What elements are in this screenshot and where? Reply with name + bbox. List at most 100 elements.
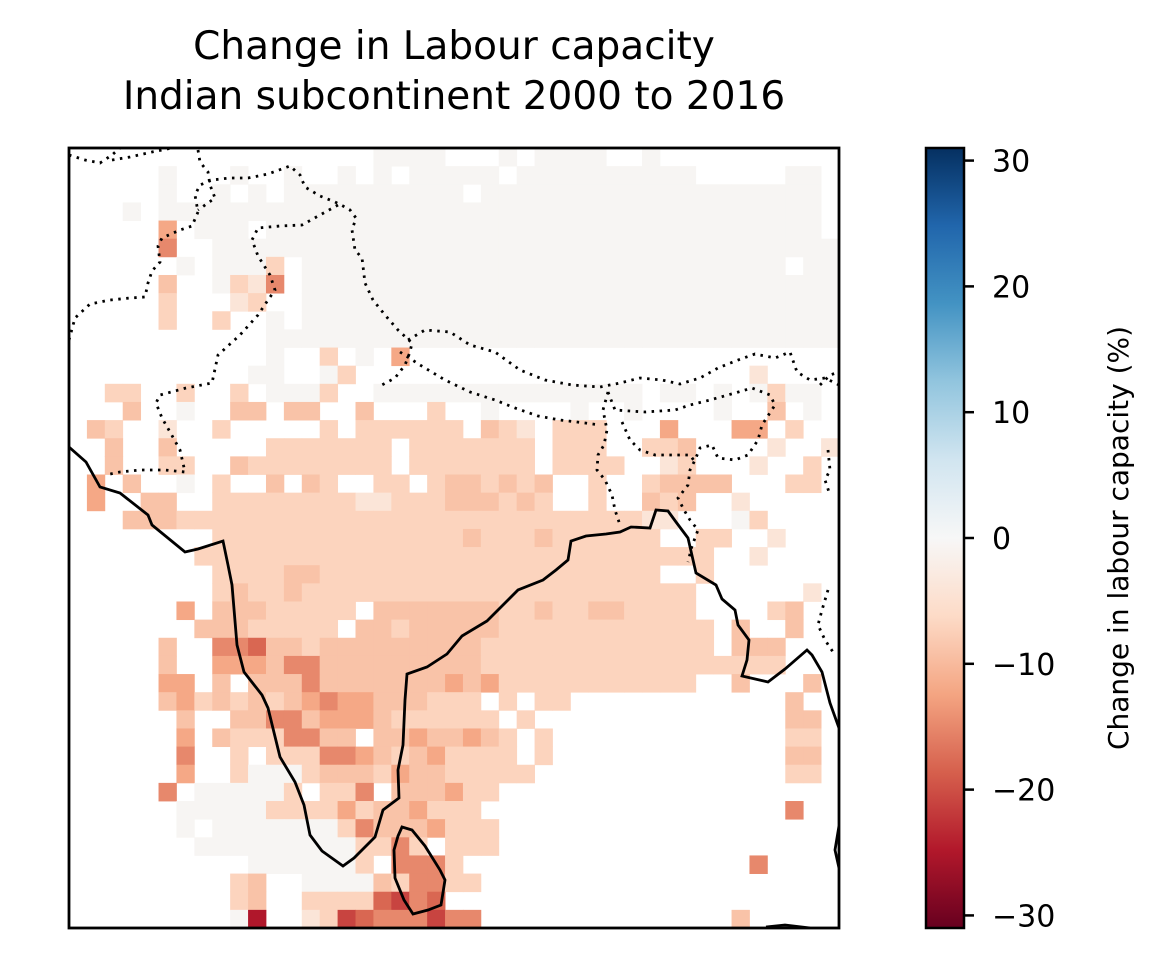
- heatmap-cell: [248, 655, 267, 675]
- heatmap-cell: [659, 601, 679, 621]
- heatmap-cell: [409, 420, 428, 439]
- heatmap-cell: [373, 764, 392, 784]
- heatmap-cell: [677, 474, 697, 494]
- heatmap-cell: [480, 619, 500, 639]
- heatmap-cell: [409, 293, 428, 312]
- border-bhutan-bangladesh: [595, 386, 777, 563]
- heatmap-cell: [319, 819, 339, 838]
- heatmap-cell: [713, 311, 732, 330]
- heatmap-cell: [230, 238, 249, 258]
- heatmap-cell: [498, 438, 518, 457]
- heatmap-cell: [803, 274, 822, 294]
- heatmap-cell: [624, 528, 643, 548]
- heatmap-cell: [642, 256, 661, 276]
- heatmap-cell: [642, 293, 661, 312]
- heatmap-cell: [480, 456, 500, 475]
- heatmap-cell: [552, 637, 571, 657]
- heatmap-cell: [409, 601, 428, 621]
- heatmap-cell: [176, 801, 195, 820]
- heatmap-cell: [248, 365, 267, 385]
- heatmap-cell: [176, 710, 195, 729]
- heatmap-cell: [785, 293, 804, 312]
- heatmap-cell: [462, 837, 482, 856]
- heatmap-cell: [749, 456, 768, 475]
- heatmap-cell: [588, 637, 607, 657]
- heatmap-cell: [516, 565, 535, 584]
- heatmap-cell: [445, 801, 464, 820]
- heatmap-cell: [695, 256, 715, 276]
- heatmap-cell: [498, 619, 518, 639]
- heatmap-cell: [301, 238, 321, 258]
- heatmap-cell: [445, 202, 464, 221]
- heatmap-cell: [391, 891, 410, 911]
- heatmap-cell: [570, 547, 589, 566]
- heatmap-cell: [373, 474, 392, 494]
- heatmap-cell: [301, 547, 321, 566]
- heatmap-cell: [516, 274, 535, 294]
- heatmap-cell: [749, 293, 768, 312]
- heatmap-cell: [355, 456, 374, 475]
- heatmap-cell: [230, 492, 249, 512]
- heatmap-cell: [140, 492, 159, 512]
- heatmap-cell: [301, 474, 321, 494]
- heatmap-cell: [319, 909, 339, 928]
- heatmap-cell: [659, 674, 679, 693]
- heatmap-cell: [462, 601, 482, 621]
- heatmap-cell: [498, 674, 518, 693]
- heatmap-cell: [659, 293, 679, 312]
- heatmap-cell: [427, 619, 446, 639]
- heatmap-cell: [570, 293, 589, 312]
- heatmap-cell: [785, 420, 804, 439]
- heatmap-cell: [319, 764, 339, 784]
- heatmap-cell: [570, 311, 589, 330]
- heatmap-cell: [337, 909, 356, 928]
- heatmap-cell: [319, 510, 339, 530]
- heatmap-cell: [194, 202, 213, 221]
- heatmap-cell: [462, 528, 482, 548]
- heatmap-cell: [462, 293, 482, 312]
- heatmap-cell: [803, 401, 822, 421]
- heatmap-cell: [570, 619, 589, 639]
- heatmap-cell: [677, 238, 697, 258]
- heatmap-cell: [552, 256, 571, 276]
- heatmap-cell: [319, 601, 339, 621]
- heatmap-cell: [767, 383, 786, 403]
- heatmap-cell: [498, 474, 518, 494]
- heatmap-cell: [677, 220, 697, 240]
- heatmap-cell: [265, 565, 285, 584]
- heatmap-cell: [355, 438, 374, 457]
- heatmap-cell: [498, 637, 518, 657]
- heatmap-cell: [283, 166, 303, 185]
- heatmap-cell: [265, 637, 285, 657]
- heatmap-cell: [642, 202, 661, 221]
- heatmap-cell: [427, 782, 446, 802]
- heatmap-cell: [337, 782, 356, 802]
- heatmap-cell: [588, 456, 607, 475]
- heatmap-cell: [391, 202, 410, 221]
- heatmap-cell: [283, 619, 303, 639]
- heatmap-cell: [355, 909, 374, 928]
- heatmap-cell: [355, 764, 374, 784]
- heatmap-cell: [624, 674, 643, 693]
- heatmap-cell: [785, 601, 804, 621]
- heatmap-cell: [713, 293, 732, 312]
- heatmap-cell: [516, 601, 535, 621]
- heatmap-cell: [265, 474, 285, 494]
- heatmap-cell: [158, 220, 177, 240]
- heatmap-cell: [427, 528, 446, 548]
- heatmap-cell: [552, 674, 571, 693]
- heatmap-cell: [230, 528, 249, 548]
- heatmap-cell: [498, 238, 518, 258]
- heatmap-cell: [677, 456, 697, 475]
- heatmap-cell: [158, 782, 177, 802]
- heatmap-cell: [122, 401, 142, 421]
- heatmap-cell: [445, 456, 464, 475]
- heatmap-cell: [409, 764, 428, 784]
- heatmap-cell: [606, 274, 625, 294]
- heatmap-cell: [516, 547, 535, 566]
- heatmap-cell: [427, 202, 446, 221]
- heatmap-cell: [248, 456, 267, 475]
- heatmap-cell: [337, 311, 356, 330]
- heatmap-cell: [785, 474, 804, 494]
- heatmap-cell: [713, 383, 732, 403]
